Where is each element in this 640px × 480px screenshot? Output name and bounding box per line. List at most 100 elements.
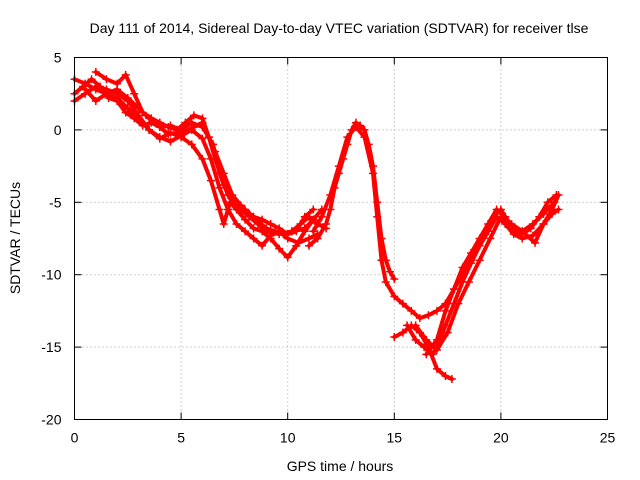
data-point: [155, 134, 164, 143]
data-point: [155, 118, 164, 127]
y-tick-label: 5: [54, 50, 62, 66]
data-point: [206, 176, 215, 185]
data-point: [275, 230, 284, 239]
y-tick-label: 0: [54, 122, 62, 138]
data-point: [211, 154, 220, 163]
data-point: [219, 220, 228, 229]
data-point: [518, 234, 527, 243]
data-point: [249, 224, 258, 233]
data-point: [411, 335, 420, 344]
data-point: [554, 191, 563, 200]
data-point: [245, 212, 254, 221]
data-point: [187, 125, 196, 134]
data-point: [275, 244, 284, 253]
series-markers: [81, 85, 318, 239]
data-point: [166, 137, 175, 146]
data-point: [253, 220, 262, 229]
data-point: [447, 374, 456, 383]
data-point: [467, 259, 476, 268]
x-tick-label: 15: [387, 430, 403, 446]
y-tick-label: -5: [49, 194, 62, 210]
data-point: [309, 205, 318, 214]
data-point: [432, 335, 441, 344]
data-point: [386, 267, 395, 276]
data-series: [70, 67, 563, 383]
data-point: [258, 241, 267, 250]
x-tick-label: 10: [280, 430, 296, 446]
data-point: [189, 111, 198, 120]
data-point: [398, 299, 407, 308]
y-tick-label: -10: [41, 267, 61, 283]
series-line: [83, 87, 316, 237]
data-point: [368, 169, 377, 178]
y-tick-label: -20: [41, 412, 61, 428]
data-point: [292, 241, 301, 250]
data-point: [130, 89, 139, 98]
data-point: [300, 224, 309, 233]
y-axis-label: SDTVAR / TECUs: [7, 182, 23, 294]
data-point: [420, 343, 429, 352]
data-point: [91, 85, 100, 94]
data-point: [443, 328, 452, 337]
data-point: [326, 205, 335, 214]
data-point: [550, 198, 559, 207]
data-point: [496, 212, 505, 221]
data-point: [249, 234, 258, 243]
data-point: [360, 133, 369, 142]
data-point: [309, 227, 318, 236]
data-point: [198, 134, 207, 143]
x-tick-labels: 0 5 10 15 20 25: [71, 430, 616, 446]
data-point: [219, 180, 228, 189]
series-markers: [411, 198, 559, 354]
data-point: [145, 125, 154, 134]
data-point: [113, 94, 122, 103]
data-point: [305, 234, 314, 243]
data-point: [539, 220, 548, 229]
data-point: [147, 114, 156, 123]
plot-frame: [74, 57, 608, 420]
data-point: [283, 253, 292, 262]
data-point: [187, 140, 196, 149]
data-point: [432, 306, 441, 315]
x-axis-label: GPS time / hours: [287, 458, 394, 474]
series-markers: [390, 321, 456, 383]
data-point: [300, 212, 309, 221]
data-point: [432, 345, 441, 354]
data-point: [411, 321, 420, 330]
data-point: [198, 114, 207, 123]
data-point: [475, 234, 484, 243]
data-point: [91, 67, 100, 76]
data-point: [266, 220, 275, 229]
data-point: [215, 183, 224, 192]
data-point: [475, 256, 484, 265]
data-point: [356, 121, 365, 130]
series-markers: [70, 82, 322, 250]
data-point: [241, 227, 250, 236]
data-point: [415, 314, 424, 323]
data-point: [390, 332, 399, 341]
data-point: [381, 277, 390, 286]
data-point: [458, 263, 467, 272]
data-point: [241, 215, 250, 224]
data-point: [287, 227, 296, 236]
series-line: [72, 77, 324, 260]
data-point: [164, 123, 173, 132]
data-point: [236, 205, 245, 214]
data-point: [232, 220, 241, 229]
y-tick-label: -15: [41, 339, 61, 355]
data-point: [134, 114, 143, 123]
data-point: [449, 285, 458, 294]
data-point: [262, 227, 271, 236]
data-point: [317, 212, 326, 221]
data-point: [215, 205, 224, 214]
series-line: [424, 193, 561, 357]
data-point: [507, 220, 516, 229]
data-point: [484, 220, 493, 229]
data-point: [123, 94, 132, 103]
data-point: [113, 79, 122, 88]
series-line: [311, 125, 559, 321]
series-line: [72, 84, 320, 248]
data-point: [492, 205, 501, 214]
data-point: [467, 248, 476, 257]
data-point: [390, 275, 399, 284]
